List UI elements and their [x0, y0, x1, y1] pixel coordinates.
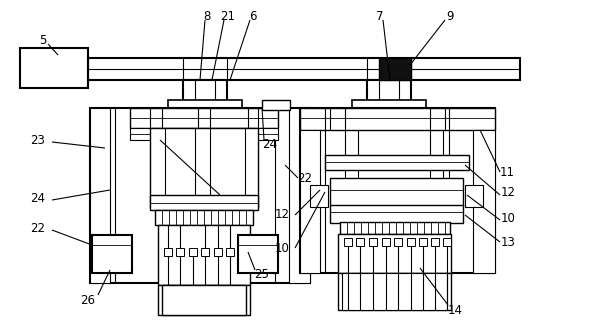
Bar [344, 238, 352, 246]
Bar [158, 285, 250, 315]
Text: 9: 9 [446, 9, 454, 22]
Text: 25: 25 [254, 268, 270, 281]
Bar [473, 130, 495, 273]
Bar [443, 238, 451, 246]
Bar [340, 222, 450, 234]
Text: 7: 7 [376, 9, 384, 22]
Bar [168, 100, 242, 108]
Bar [367, 80, 411, 104]
Text: 21: 21 [221, 9, 235, 22]
Bar [394, 238, 402, 246]
Bar [300, 130, 320, 273]
Text: 12: 12 [500, 187, 516, 200]
Bar [238, 235, 278, 273]
Bar [382, 238, 390, 246]
Text: 26: 26 [80, 293, 96, 307]
Text: 5: 5 [40, 34, 47, 47]
Bar [342, 273, 447, 310]
Bar [338, 273, 451, 310]
Bar [379, 58, 411, 80]
Bar [150, 128, 258, 208]
Text: 23: 23 [31, 134, 45, 146]
Bar [369, 238, 377, 246]
Bar [352, 100, 426, 108]
Text: 8: 8 [204, 9, 211, 22]
Text: 10: 10 [500, 211, 516, 224]
Bar [155, 210, 253, 225]
Bar [92, 235, 132, 273]
Bar [164, 248, 172, 256]
Bar [201, 248, 209, 256]
Bar [162, 285, 246, 315]
Bar [90, 108, 310, 283]
Text: 11: 11 [500, 165, 514, 179]
Bar [310, 185, 328, 207]
Bar [300, 108, 495, 273]
Bar [20, 48, 88, 88]
Bar [183, 80, 227, 104]
Text: 22: 22 [297, 172, 313, 185]
Text: 10: 10 [274, 242, 290, 255]
Bar [465, 185, 483, 207]
Bar [262, 100, 290, 110]
Bar [330, 178, 463, 206]
Bar [90, 108, 110, 283]
Text: 24: 24 [31, 192, 45, 204]
Bar [325, 155, 469, 170]
Bar [130, 128, 278, 140]
Text: 24: 24 [263, 137, 277, 150]
Text: 13: 13 [500, 236, 516, 249]
Text: 22: 22 [31, 221, 45, 234]
Bar [356, 238, 364, 246]
Bar [431, 238, 439, 246]
Bar [330, 205, 463, 223]
Bar [289, 108, 310, 283]
Bar [150, 195, 258, 210]
Bar [407, 238, 415, 246]
Bar [338, 234, 451, 273]
Bar [130, 108, 278, 128]
Text: 12: 12 [274, 208, 290, 221]
Text: 14: 14 [447, 304, 463, 317]
Bar [158, 225, 250, 285]
Bar [189, 248, 197, 256]
Bar [88, 58, 520, 80]
Bar [300, 108, 495, 130]
Text: 6: 6 [249, 9, 257, 22]
Bar [214, 248, 222, 256]
Bar [176, 248, 184, 256]
Bar [419, 238, 427, 246]
Bar [226, 248, 234, 256]
